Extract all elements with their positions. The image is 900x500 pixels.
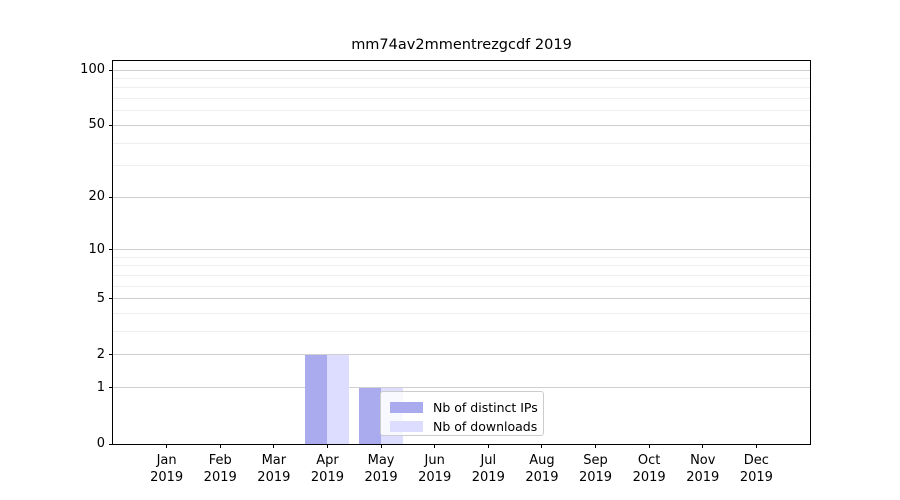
major-gridline (113, 124, 810, 126)
x-tick-mark (702, 444, 704, 448)
y-tick-label: 100 (80, 62, 105, 78)
x-tick-label: Jan 2019 (137, 453, 197, 486)
chart-title: mm74av2mmentrezgcdf 2019 (351, 37, 572, 53)
x-tick-month: Aug (529, 453, 555, 468)
x-tick-label: Mar 2019 (244, 453, 304, 486)
y-tick-mark (109, 443, 113, 445)
x-tick-month: Nov (690, 453, 716, 468)
bar-downloads (327, 354, 350, 444)
x-tick-label: Apr 2019 (297, 453, 357, 486)
bar-distinct-ips (305, 354, 328, 444)
minor-gridline (113, 110, 810, 112)
major-gridline (113, 249, 810, 251)
x-tick-mark (166, 444, 168, 448)
x-tick-month: Dec (743, 453, 769, 468)
y-tick-label: 10 (88, 241, 105, 257)
minor-gridline (113, 265, 810, 267)
x-tick-month: Jun (424, 453, 445, 468)
x-tick-mark (755, 444, 757, 448)
minor-gridline (113, 331, 810, 333)
minor-gridline (113, 313, 810, 315)
major-gridline (113, 298, 810, 300)
x-tick-year: 2019 (364, 469, 398, 485)
x-tick-year: 2019 (257, 469, 291, 485)
y-tick-label: 0 (96, 436, 105, 451)
x-tick-month: May (367, 453, 395, 468)
x-tick-year: 2019 (578, 469, 613, 485)
minor-gridline (113, 87, 810, 89)
y-tick-mark (109, 69, 113, 71)
legend-swatch (390, 401, 423, 413)
y-tick-label: 50 (88, 117, 105, 133)
minor-gridline (113, 78, 810, 80)
x-tick-mark (595, 444, 597, 448)
major-gridline (113, 196, 810, 198)
y-tick-mark (109, 387, 113, 389)
minor-gridline (113, 285, 810, 287)
x-tick-year: 2019 (471, 469, 505, 485)
minor-gridline (113, 98, 810, 100)
x-tick-label: Nov 2019 (673, 453, 733, 486)
x-tick-month: Sep (583, 453, 608, 468)
legend-label: Nb of downloads (433, 418, 538, 434)
x-tick-label: Jun 2019 (405, 453, 465, 486)
x-tick-mark (487, 444, 489, 448)
y-tick-label: 2 (96, 346, 105, 362)
x-tick-year: 2019 (739, 469, 773, 485)
x-tick-label: Aug 2019 (512, 453, 572, 486)
minor-gridline (113, 256, 810, 258)
x-tick-mark (273, 444, 275, 448)
minor-gridline (113, 165, 810, 167)
x-tick-year: 2019 (686, 469, 720, 485)
x-tick-month: Mar (261, 453, 287, 468)
y-tick-label: 1 (96, 379, 105, 395)
legend-swatch (390, 420, 423, 432)
y-tick-mark (109, 298, 113, 300)
x-tick-month: Oct (637, 453, 661, 468)
x-tick-year: 2019 (632, 469, 666, 485)
y-tick-mark (109, 124, 113, 126)
y-tick-mark (109, 196, 113, 198)
minor-gridline (113, 142, 810, 144)
x-tick-mark (219, 444, 221, 448)
x-tick-month: Feb (208, 453, 232, 468)
y-tick-mark (109, 249, 113, 251)
x-tick-mark (541, 444, 543, 448)
plot-area (112, 60, 811, 445)
x-tick-label: Jul 2019 (458, 453, 518, 486)
bar-distinct-ips (359, 387, 382, 444)
y-tick-label: 5 (96, 290, 105, 306)
x-tick-mark (380, 444, 382, 448)
minor-gridline (113, 275, 810, 277)
x-tick-month: Jul (480, 453, 497, 468)
legend-item: Nb of downloads (390, 418, 538, 434)
major-gridline (113, 69, 810, 71)
x-tick-mark (326, 444, 328, 448)
x-tick-label: Sep 2019 (566, 453, 626, 486)
legend-label: Nb of distinct IPs (433, 399, 538, 415)
x-tick-year: 2019 (150, 469, 184, 485)
x-tick-year: 2019 (203, 469, 237, 485)
x-tick-month: Jan (156, 453, 177, 468)
x-tick-mark (648, 444, 650, 448)
x-tick-year: 2019 (525, 469, 559, 485)
x-tick-mark (434, 444, 436, 448)
x-tick-label: May 2019 (351, 453, 411, 486)
x-tick-label: Dec 2019 (726, 453, 786, 486)
x-tick-label: Feb 2019 (190, 453, 250, 486)
x-tick-year: 2019 (418, 469, 452, 485)
y-tick-label: 20 (88, 189, 105, 205)
legend: Nb of distinct IPs Nb of downloads (380, 391, 544, 436)
x-tick-label: Oct 2019 (619, 453, 679, 486)
legend-item: Nb of distinct IPs (390, 399, 538, 415)
x-tick-year: 2019 (310, 469, 344, 485)
y-tick-mark (109, 354, 113, 356)
major-gridline (113, 387, 810, 389)
major-gridline (113, 354, 810, 356)
x-tick-month: Apr (316, 453, 339, 468)
